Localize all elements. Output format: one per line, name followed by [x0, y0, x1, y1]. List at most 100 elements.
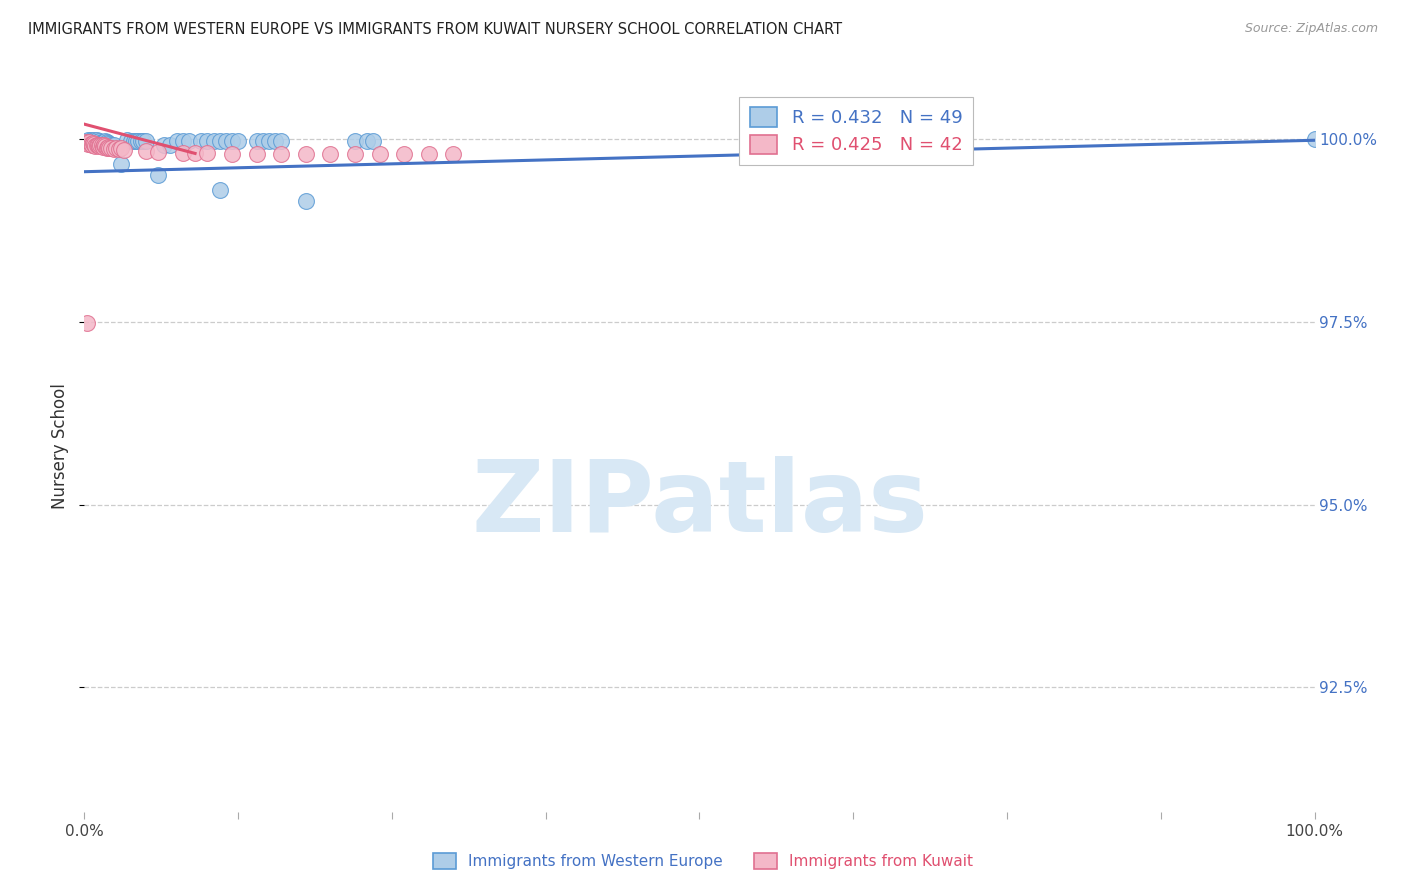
- Point: [159, 137, 181, 152]
- Point: [344, 147, 367, 161]
- Point: [125, 134, 148, 148]
- Point: [190, 134, 212, 148]
- Point: [94, 139, 117, 153]
- Point: [89, 134, 111, 148]
- Point: [202, 134, 225, 148]
- Point: [166, 134, 188, 148]
- Point: [110, 141, 132, 155]
- Point: [97, 140, 120, 154]
- Point: [344, 134, 367, 148]
- Point: [87, 137, 110, 152]
- Point: [83, 133, 105, 147]
- Point: [84, 139, 107, 153]
- Point: [96, 135, 118, 149]
- Point: [93, 138, 115, 153]
- Point: [117, 133, 139, 147]
- Point: [98, 141, 121, 155]
- Point: [197, 146, 219, 161]
- Point: [177, 134, 200, 148]
- Point: [76, 316, 98, 330]
- Point: [110, 157, 132, 171]
- Point: [89, 136, 111, 151]
- Point: [787, 134, 810, 148]
- Point: [1303, 132, 1326, 146]
- Point: [319, 147, 342, 161]
- Point: [79, 136, 101, 151]
- Point: [129, 134, 152, 148]
- Point: [103, 142, 125, 156]
- Point: [87, 136, 110, 150]
- Point: [86, 138, 108, 153]
- Point: [135, 134, 157, 148]
- Point: [80, 134, 103, 148]
- Point: [443, 147, 465, 161]
- Point: [270, 147, 292, 161]
- Point: [79, 136, 101, 150]
- Point: [172, 134, 194, 148]
- Point: [83, 136, 105, 151]
- Point: [77, 133, 100, 147]
- Point: [79, 133, 101, 147]
- Point: [368, 147, 391, 161]
- Point: [215, 134, 238, 148]
- Point: [221, 147, 243, 161]
- Point: [246, 147, 269, 161]
- Point: [89, 138, 111, 153]
- Point: [295, 194, 318, 208]
- Point: [93, 136, 115, 151]
- Point: [82, 136, 104, 150]
- Point: [77, 136, 100, 151]
- Point: [90, 137, 112, 152]
- Point: [108, 142, 131, 156]
- Text: ZIPatlas: ZIPatlas: [471, 456, 928, 553]
- Point: [96, 140, 118, 154]
- Point: [208, 183, 231, 197]
- Point: [184, 146, 207, 161]
- Point: [257, 134, 280, 148]
- Point: [82, 136, 104, 151]
- Point: [264, 134, 287, 148]
- Point: [80, 137, 103, 152]
- Text: IMMIGRANTS FROM WESTERN EUROPE VS IMMIGRANTS FROM KUWAIT NURSERY SCHOOL CORRELAT: IMMIGRANTS FROM WESTERN EUROPE VS IMMIGR…: [28, 22, 842, 37]
- Point: [208, 134, 231, 148]
- Point: [105, 140, 128, 154]
- Point: [135, 145, 157, 159]
- Point: [226, 134, 249, 148]
- Point: [89, 139, 111, 153]
- Legend: Immigrants from Western Europe, Immigrants from Kuwait: Immigrants from Western Europe, Immigran…: [427, 847, 979, 875]
- Legend: R = 0.432   N = 49, R = 0.425   N = 42: R = 0.432 N = 49, R = 0.425 N = 42: [740, 96, 973, 165]
- Point: [103, 138, 125, 153]
- Text: Source: ZipAtlas.com: Source: ZipAtlas.com: [1244, 22, 1378, 36]
- Y-axis label: Nursery School: Nursery School: [51, 383, 69, 509]
- Point: [148, 169, 170, 183]
- Point: [90, 135, 112, 149]
- Point: [100, 137, 122, 152]
- Point: [97, 136, 120, 151]
- Point: [172, 145, 194, 160]
- Point: [153, 137, 176, 152]
- Point: [91, 140, 114, 154]
- Point: [112, 143, 135, 157]
- Point: [246, 134, 269, 148]
- Point: [75, 135, 97, 149]
- Point: [363, 134, 385, 148]
- Point: [120, 134, 142, 148]
- Point: [91, 136, 114, 150]
- Point: [98, 136, 121, 151]
- Point: [84, 135, 107, 149]
- Point: [94, 134, 117, 148]
- Point: [295, 147, 318, 161]
- Point: [128, 134, 150, 148]
- Point: [394, 147, 416, 161]
- Point: [100, 140, 122, 154]
- Point: [86, 133, 108, 147]
- Point: [122, 134, 145, 148]
- Point: [148, 145, 170, 159]
- Point: [356, 134, 378, 148]
- Point: [197, 134, 219, 148]
- Point: [270, 134, 292, 148]
- Point: [76, 136, 98, 151]
- Point: [221, 134, 243, 148]
- Point: [811, 134, 834, 148]
- Point: [252, 134, 274, 148]
